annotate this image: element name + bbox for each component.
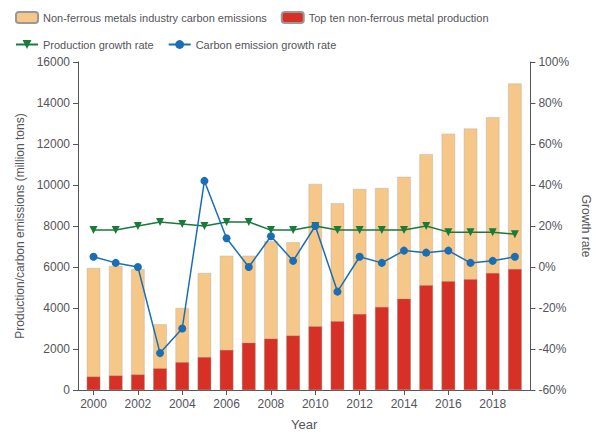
svg-text:16000: 16000 <box>37 55 71 69</box>
svg-text:100%: 100% <box>538 55 569 69</box>
svg-text:-40%: -40% <box>538 342 566 356</box>
svg-text:4000: 4000 <box>43 301 70 315</box>
svg-text:2008: 2008 <box>258 397 285 411</box>
svg-text:20%: 20% <box>538 219 562 233</box>
svg-text:10000: 10000 <box>37 178 71 192</box>
svg-text:14000: 14000 <box>37 96 71 110</box>
svg-text:2010: 2010 <box>302 397 329 411</box>
svg-text:Production/carbon emissions (m: Production/carbon emissions (million ton… <box>13 113 27 338</box>
svg-text:Non-ferrous metals industry ca: Non-ferrous metals industry carbon emiss… <box>43 12 267 24</box>
svg-text:40%: 40% <box>538 178 562 192</box>
svg-text:2018: 2018 <box>479 397 506 411</box>
svg-text:2016: 2016 <box>435 397 462 411</box>
svg-text:80%: 80% <box>538 96 562 110</box>
svg-text:2006: 2006 <box>213 397 240 411</box>
svg-text:60%: 60% <box>538 137 562 151</box>
svg-text:2002: 2002 <box>125 397 152 411</box>
svg-text:0%: 0% <box>538 260 556 274</box>
svg-text:-60%: -60% <box>538 383 566 397</box>
svg-text:Production growth rate: Production growth rate <box>43 39 154 51</box>
svg-text:2014: 2014 <box>391 397 418 411</box>
svg-text:2004: 2004 <box>169 397 196 411</box>
svg-text:Growth rate: Growth rate <box>579 195 593 258</box>
svg-text:2012: 2012 <box>346 397 373 411</box>
svg-text:Carbon emission growth rate: Carbon emission growth rate <box>196 39 337 51</box>
svg-text:-20%: -20% <box>538 301 566 315</box>
svg-text:Top ten non-ferrous metal prod: Top ten non-ferrous metal production <box>309 12 489 24</box>
svg-text:0: 0 <box>63 383 70 397</box>
svg-text:Year: Year <box>291 417 318 432</box>
svg-text:12000: 12000 <box>37 137 71 151</box>
svg-text:2000: 2000 <box>80 397 107 411</box>
svg-text:2000: 2000 <box>43 342 70 356</box>
svg-text:8000: 8000 <box>43 219 70 233</box>
svg-text:6000: 6000 <box>43 260 70 274</box>
